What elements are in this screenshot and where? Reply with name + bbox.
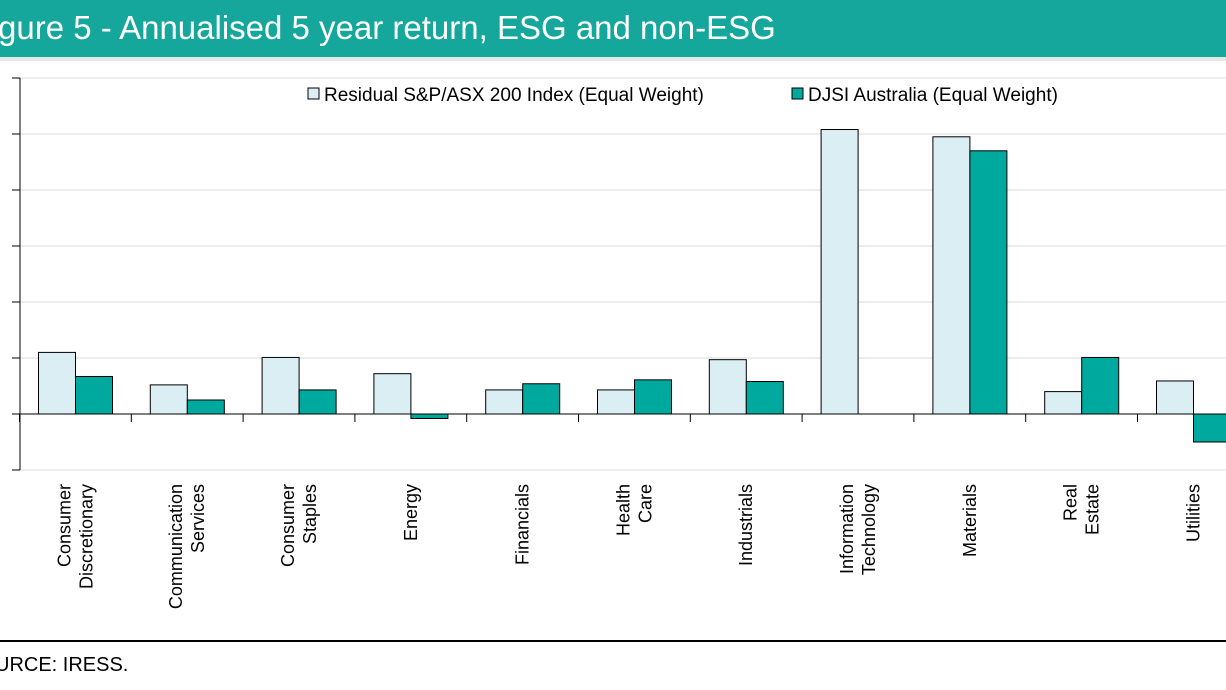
category-label-line: Energy xyxy=(401,484,421,541)
bar-residual-3 xyxy=(373,373,412,415)
category-label-line: Health xyxy=(613,484,633,536)
bar-djsi-5 xyxy=(634,379,672,415)
category-label-line: Estate xyxy=(1083,484,1103,535)
bottom-rule xyxy=(0,640,1226,642)
category-label-line: Consumer xyxy=(54,484,74,567)
bar-djsi-6 xyxy=(745,381,784,415)
bar-residual-8 xyxy=(932,136,971,415)
legend-swatch-1 xyxy=(791,87,804,100)
category-label-7: Information Technology xyxy=(837,484,879,575)
bar-residual-7 xyxy=(820,129,859,415)
bar-djsi-4 xyxy=(522,383,561,415)
category-label-0: Consumer Discretionary xyxy=(54,484,96,589)
bar-residual-1 xyxy=(149,384,188,415)
bar-residual-2 xyxy=(261,356,300,415)
bar-djsi-2 xyxy=(298,389,337,415)
category-label-6: Industrials xyxy=(736,484,756,566)
bar-djsi-1 xyxy=(186,399,225,415)
category-label-2: Consumer Staples xyxy=(278,484,320,567)
bar-chart: Consumer Discretionary Communication Servic… xyxy=(12,77,1226,609)
title-bar: gure 5 - Annualised 5 year return, ESG a… xyxy=(0,0,1226,57)
category-label-line: Communication xyxy=(166,484,186,609)
category-label-4: Financials xyxy=(513,484,533,565)
category-label-line: Care xyxy=(635,484,655,523)
category-label-line: Industrials xyxy=(736,484,756,566)
bar-djsi-10 xyxy=(1193,413,1226,443)
category-label-line: Utilities xyxy=(1183,484,1203,542)
category-label-line: Services xyxy=(188,484,208,553)
category-label-line: Technology xyxy=(859,484,879,575)
category-label-5: Health Care xyxy=(613,484,655,536)
category-label-line: Discretionary xyxy=(76,484,96,589)
title-underline xyxy=(0,57,1226,61)
category-label-8: Materials xyxy=(960,484,980,557)
bar-residual-6 xyxy=(708,359,747,415)
bar-residual-0 xyxy=(38,351,76,415)
category-label-3: Energy xyxy=(401,484,421,541)
category-label-line: Materials xyxy=(960,484,980,557)
category-label-1: Communication Services xyxy=(166,484,208,609)
category-label-10: Utilities xyxy=(1183,484,1203,542)
bar-residual-9 xyxy=(1044,391,1083,415)
category-label-line: Financials xyxy=(513,484,533,565)
legend-label-0: Residual S&P/ASX 200 Index (Equal Weight… xyxy=(324,85,704,106)
bar-djsi-3 xyxy=(410,413,449,419)
bar-djsi-9 xyxy=(1081,356,1120,415)
category-label-line: Information xyxy=(837,484,857,574)
legend-label-1: DJSI Australia (Equal Weight) xyxy=(808,85,1058,106)
bar-djsi-0 xyxy=(75,375,113,415)
figure-title: gure 5 - Annualised 5 year return, ESG a… xyxy=(0,9,776,46)
category-label-line: Real xyxy=(1061,484,1081,521)
bar-residual-10 xyxy=(1156,380,1194,415)
bar-residual-5 xyxy=(597,389,635,415)
category-label-9: Real Estate xyxy=(1061,484,1103,535)
bar-djsi-8 xyxy=(969,150,1008,415)
category-label-line: Consumer xyxy=(278,484,298,567)
legend-swatch-0 xyxy=(307,87,320,100)
source-note: URCE: IRESS. xyxy=(0,654,129,676)
category-label-line: Staples xyxy=(300,484,320,544)
bar-residual-4 xyxy=(485,389,524,415)
